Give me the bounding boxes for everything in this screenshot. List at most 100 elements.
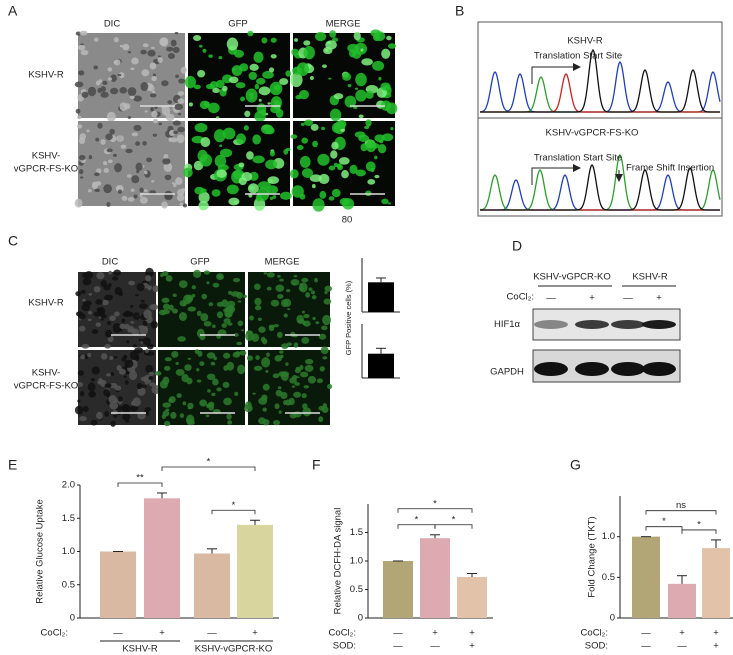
cell bbox=[244, 110, 251, 117]
cell bbox=[100, 318, 104, 321]
cell bbox=[81, 344, 90, 349]
cell bbox=[139, 325, 149, 336]
y-axis-label: Relative DCFH-DA signal bbox=[333, 508, 344, 615]
cell bbox=[270, 37, 277, 43]
cell bbox=[183, 167, 193, 178]
lane-label: + bbox=[656, 293, 662, 304]
cell bbox=[253, 365, 263, 371]
cell bbox=[276, 331, 283, 339]
cell bbox=[79, 390, 85, 397]
cell bbox=[75, 108, 81, 114]
lane-label: — bbox=[546, 293, 556, 304]
cell bbox=[232, 277, 241, 283]
cell bbox=[138, 303, 148, 309]
cell bbox=[268, 67, 275, 73]
cell bbox=[87, 189, 92, 193]
cell bbox=[109, 128, 115, 135]
cell bbox=[127, 51, 132, 54]
cell bbox=[133, 124, 142, 131]
cell bbox=[86, 129, 90, 133]
cell bbox=[128, 311, 134, 317]
cell bbox=[238, 162, 245, 168]
cell bbox=[78, 154, 86, 161]
cell bbox=[223, 352, 231, 359]
cell bbox=[323, 298, 332, 305]
cell bbox=[123, 375, 127, 378]
cell bbox=[113, 269, 121, 276]
y-tick-label: 1.0 bbox=[602, 531, 615, 542]
cell bbox=[80, 49, 89, 56]
condition-mark: + bbox=[713, 628, 719, 639]
cell bbox=[374, 134, 385, 142]
cell bbox=[79, 176, 84, 179]
cell bbox=[151, 46, 155, 50]
cell bbox=[249, 315, 254, 321]
cell bbox=[303, 40, 311, 46]
cell bbox=[312, 198, 325, 212]
cell bbox=[213, 129, 226, 143]
cell bbox=[191, 285, 196, 290]
cell bbox=[304, 119, 313, 126]
cell bbox=[208, 403, 215, 411]
cell bbox=[139, 196, 148, 204]
cell bbox=[77, 382, 84, 388]
cell bbox=[277, 386, 282, 390]
cell bbox=[110, 372, 115, 376]
cell bbox=[275, 284, 285, 292]
row-label: vGPCR-FS-KO bbox=[14, 381, 78, 392]
cell bbox=[237, 320, 244, 327]
micrograph bbox=[184, 30, 292, 122]
cell bbox=[146, 343, 154, 350]
cell bbox=[167, 100, 173, 105]
cell bbox=[296, 145, 304, 151]
cell bbox=[305, 291, 311, 298]
cell bbox=[168, 396, 176, 404]
cell bbox=[311, 184, 316, 189]
cell bbox=[140, 49, 147, 55]
micrograph bbox=[244, 346, 333, 426]
condition-mark: + bbox=[679, 628, 685, 639]
y-tick-label: 0.5 bbox=[62, 579, 75, 590]
cell bbox=[176, 393, 182, 398]
cell bbox=[328, 77, 332, 80]
cell bbox=[152, 90, 156, 94]
sequence-label: KSHV-vGPCR-FS-KO bbox=[546, 128, 639, 139]
cell bbox=[290, 134, 298, 139]
cell bbox=[225, 312, 232, 318]
cell bbox=[110, 74, 117, 83]
cell bbox=[260, 336, 266, 343]
cell bbox=[145, 364, 153, 374]
cell bbox=[149, 62, 157, 70]
cell bbox=[95, 80, 101, 86]
significance-bracket bbox=[211, 509, 256, 515]
cell bbox=[109, 355, 114, 361]
cell bbox=[212, 87, 220, 94]
cell bbox=[367, 179, 376, 185]
cell bbox=[196, 379, 202, 383]
micrograph bbox=[245, 272, 333, 350]
significance-label: ** bbox=[136, 472, 144, 483]
cell bbox=[81, 91, 89, 98]
cell bbox=[77, 124, 83, 129]
panel-letter: D bbox=[512, 238, 522, 254]
cell bbox=[387, 202, 391, 205]
cell bbox=[249, 63, 259, 71]
cell bbox=[167, 53, 176, 59]
cell bbox=[143, 309, 152, 319]
cell bbox=[154, 371, 162, 376]
cell bbox=[103, 388, 110, 397]
cell bbox=[113, 37, 119, 43]
significance-label: * bbox=[433, 498, 437, 509]
bar bbox=[100, 551, 136, 618]
cell bbox=[234, 391, 239, 396]
cell bbox=[180, 66, 187, 74]
cell bbox=[349, 164, 358, 175]
cell bbox=[245, 330, 254, 341]
cell bbox=[143, 189, 148, 193]
cell bbox=[108, 270, 112, 275]
y-axis-label: GFP Positive cells (%) bbox=[344, 280, 353, 355]
cell bbox=[279, 350, 284, 354]
cell bbox=[199, 399, 208, 407]
bar bbox=[668, 583, 696, 618]
cell bbox=[90, 377, 96, 382]
